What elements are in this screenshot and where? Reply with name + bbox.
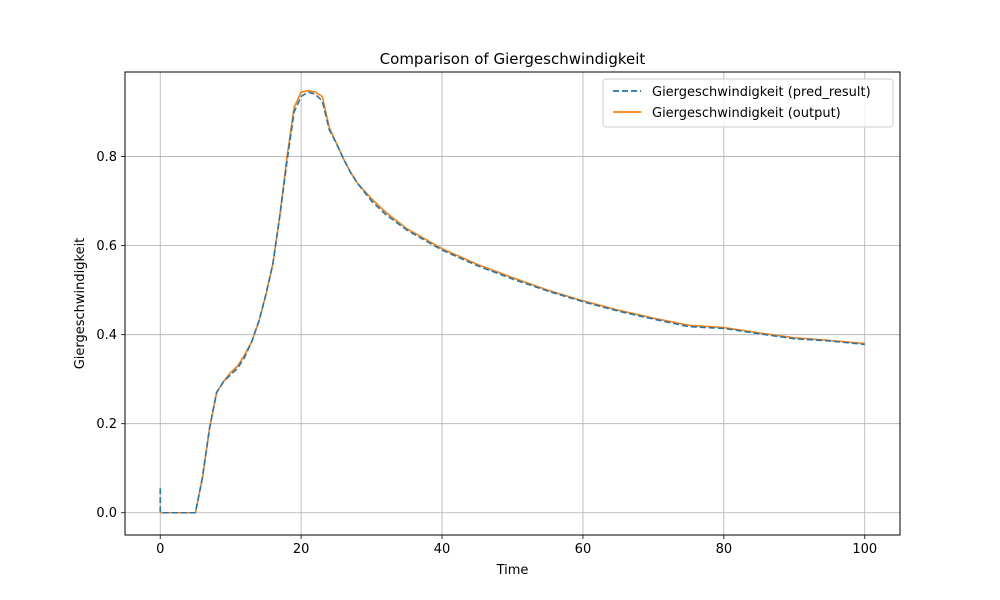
legend-box: [602, 78, 894, 128]
x-axis: 0 20 40 60 80 100: [156, 535, 877, 557]
y-tick-label: 0.2: [96, 417, 117, 432]
legend: Giergeschwindigkeit (pred_result) Gierge…: [602, 78, 894, 128]
series-line-pred-result: [159, 91, 865, 514]
x-axis-label: Time: [496, 563, 529, 578]
x-tick-label: 40: [434, 542, 451, 557]
x-tick-label: 20: [293, 542, 310, 557]
chart-title: Comparison of Giergeschwindigkeit: [380, 50, 646, 68]
y-tick-label: 0.4: [96, 328, 117, 343]
legend-label-pred-result: Giergeschwindigkeit (pred_result): [652, 85, 871, 100]
y-axis-label: Giergeschwindigkeit: [73, 238, 88, 370]
y-tick-label: 0.8: [96, 150, 117, 165]
x-tick-label: 100: [852, 542, 877, 557]
series-layer: [159, 89, 865, 514]
x-tick-label: 0: [156, 542, 164, 557]
legend-label-output: Giergeschwindigkeit (output): [652, 106, 841, 121]
x-tick-label: 80: [716, 542, 733, 557]
y-tick-label: 0.0: [96, 506, 117, 521]
y-axis: 0.0 0.2 0.4 0.6 0.8: [96, 150, 125, 521]
plot-frame: [124, 71, 901, 536]
y-tick-label: 0.6: [96, 239, 117, 254]
x-tick-label: 60: [575, 542, 592, 557]
